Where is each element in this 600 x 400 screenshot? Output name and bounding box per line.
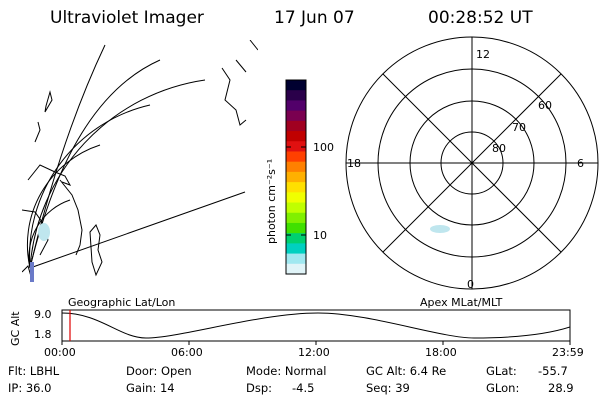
colorbar-segment <box>286 212 306 224</box>
meridian-line <box>29 59 161 269</box>
colorbar-segment <box>286 110 306 122</box>
altitude-ytick-1-8: 1.8 <box>34 328 52 341</box>
dsp-label: Dsp: <box>246 381 273 395</box>
altitude-xtick: 18:00 <box>425 346 457 359</box>
colorbar-segment <box>286 171 306 183</box>
altitude-curve <box>62 312 570 339</box>
meridian-line <box>29 44 106 269</box>
altitude-plot <box>61 309 571 345</box>
glat-value: -55.7 <box>538 364 568 378</box>
instrument-title: Ultraviolet Imager <box>50 8 204 28</box>
altitude-xtick: 00:00 <box>44 346 76 359</box>
altitude-ylabel: GC Alt <box>9 311 22 346</box>
colorbar-segment <box>286 90 306 102</box>
geographic-map <box>22 40 258 282</box>
gc-alt-info: GC Alt: 6.4 Re <box>366 364 447 378</box>
coastline <box>44 90 53 113</box>
colorbar-segment <box>286 222 306 234</box>
polar-plot <box>345 36 599 290</box>
coastline <box>221 67 247 126</box>
meridian-line <box>29 191 246 269</box>
colorbar-segment <box>286 141 306 153</box>
colorbar-segment <box>286 192 306 204</box>
mlt-label-0: 0 <box>467 278 474 291</box>
filter-info: Flt: LBHL <box>8 364 60 378</box>
ip-info: IP: 36.0 <box>8 381 52 395</box>
mode-info: Mode: Normal <box>246 364 327 378</box>
altitude-frame <box>61 309 571 342</box>
lat-label-80: 80 <box>492 142 506 155</box>
coastline <box>22 209 49 256</box>
apex-label: Apex MLat/MLT <box>420 296 503 309</box>
lat-arc <box>26 144 101 269</box>
door-info: Door: Open <box>126 364 192 378</box>
altitude-xtick: 06:00 <box>171 346 203 359</box>
colorbar-segment <box>286 100 306 112</box>
lat-label-60: 60 <box>538 99 552 112</box>
mlt-label-18: 18 <box>347 157 361 170</box>
colorbar-tick-10: 10 <box>313 229 327 242</box>
altitude-xtick: 12:00 <box>298 346 330 359</box>
emission-patch <box>38 223 50 241</box>
coastline <box>34 121 41 143</box>
mlt-label-12: 12 <box>476 48 490 61</box>
colorbar-segment <box>286 253 306 265</box>
colorbar-segment <box>286 120 306 132</box>
colorbar-segment <box>286 161 306 173</box>
colorbar-segment <box>286 131 306 142</box>
colorbar-segment <box>286 202 306 214</box>
coastline <box>249 40 258 51</box>
seq-info: Seq: 39 <box>366 381 410 395</box>
colorbar-segment <box>286 151 306 163</box>
colorbar-segment <box>286 182 306 193</box>
coastline <box>235 59 247 73</box>
colorbar-gradient <box>286 80 306 275</box>
emission-patch <box>30 262 34 282</box>
polar-diagonal <box>382 73 562 253</box>
lat-arc <box>29 79 206 269</box>
dsp-value: -4.5 <box>292 381 315 395</box>
colorbar-segment <box>286 80 306 91</box>
glon-label: GLon: <box>486 381 520 395</box>
colorbar-unit-label: photon cm⁻²s⁻¹ <box>265 158 278 244</box>
altitude-ytick-9: 9.0 <box>34 308 52 321</box>
gain-info: Gain: 14 <box>126 381 175 395</box>
glat-label: GLat: <box>486 364 517 378</box>
lat-label-70: 70 <box>512 121 526 134</box>
lat-arc <box>29 104 151 269</box>
colorbar-tick-100: 100 <box>313 141 334 154</box>
colorbar-segment <box>286 263 306 275</box>
colorbar <box>285 79 307 275</box>
time-label: 00:28:52 UT <box>428 8 533 28</box>
colorbar-segment <box>286 233 306 244</box>
colorbar-segment <box>286 243 306 255</box>
geographic-label: Geographic Lat/Lon <box>68 296 176 309</box>
colorbar-frame <box>285 79 307 275</box>
coastline <box>27 164 72 186</box>
coastline <box>89 224 103 277</box>
emission-patch <box>430 225 450 233</box>
altitude-xtick: 23:59 <box>552 346 584 359</box>
date-label: 17 Jun 07 <box>274 8 355 28</box>
glon-value: 28.9 <box>548 381 574 395</box>
mlt-label-6: 6 <box>577 157 584 170</box>
coastline <box>59 179 83 256</box>
